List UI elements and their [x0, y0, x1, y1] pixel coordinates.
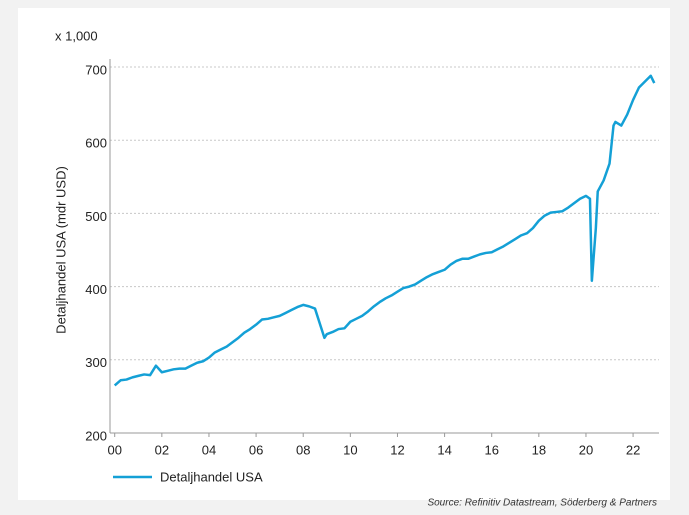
line-series — [113, 74, 656, 387]
x-tick-label: 02 — [155, 442, 169, 457]
x-tick-label: 16 — [484, 442, 498, 457]
legend-label: Detaljhandel USA — [160, 469, 263, 484]
x-tick-label: 12 — [390, 442, 404, 457]
y-tick-label: 300 — [85, 355, 107, 370]
y-tick-label: 500 — [85, 209, 107, 224]
source: Source: Refinitiv Datastream, Söderberg … — [427, 498, 657, 509]
y-tick-label: 200 — [85, 428, 107, 443]
y-tick-label: 400 — [85, 282, 107, 297]
x-tick-label: 10 — [343, 442, 357, 457]
x-tick-label: 06 — [249, 442, 263, 457]
x-tick-label: 22 — [626, 442, 640, 457]
y-axis-label: Detaljhandel USA (mdr USD) — [53, 166, 68, 334]
x-tick-label: 14 — [437, 442, 451, 457]
y-tick-label: 600 — [85, 136, 107, 151]
x-tick-label: 00 — [107, 442, 121, 457]
x-tick-label: 20 — [579, 442, 593, 457]
unit-label: x 1,000 — [55, 28, 98, 43]
x-tick-label: 18 — [532, 442, 546, 457]
y-tick-label: 700 — [85, 62, 107, 77]
x-tick-label: 04 — [202, 442, 216, 457]
x-tick-label: 08 — [296, 442, 310, 457]
panel — [18, 8, 670, 500]
